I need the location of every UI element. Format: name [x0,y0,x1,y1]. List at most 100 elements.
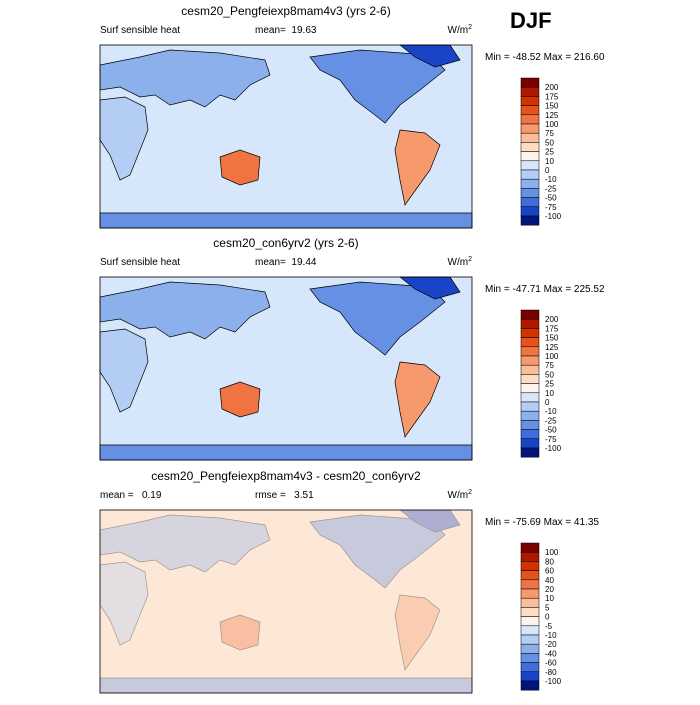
colorbar-label: -25 [545,416,557,425]
colorbar-box [520,653,540,663]
colorbar-box [520,96,540,106]
colorbar-box [520,86,540,97]
colorbar-box [520,383,540,394]
colorbar-label: -10 [545,175,557,184]
colorbar-box [520,401,540,412]
colorbar-label: 150 [545,102,559,111]
colorbar-label: -60 [545,659,557,668]
colorbar-label: -100 [545,444,562,453]
units: W/m2 [448,24,473,36]
colorbar-label: -25 [545,184,557,193]
colorbar-box [520,579,540,590]
colorbar-box [520,123,540,134]
colorbar-label: 40 [545,576,554,585]
colorbar-label: -50 [545,194,557,203]
colorbar-box [520,318,540,329]
colorbar-label: 50 [545,370,554,379]
colorbar-label: 100 [545,548,559,557]
colorbar-box [520,160,540,171]
colorbar-box [520,309,540,320]
colorbar-label: 200 [545,83,559,92]
colorbar-box [520,374,540,384]
colorbar-box [520,570,540,581]
panel-title: cesm20_con6yrv2 (yrs 2-6) [213,236,358,250]
colorbar-box [520,588,540,599]
colorbar-box [520,142,540,152]
colorbar-label: 25 [545,148,554,157]
colorbar-label: 125 [545,343,559,352]
colorbar-label: 25 [545,380,554,389]
colorbar-label: 200 [545,315,559,324]
colorbar-label: -10 [545,407,557,416]
left-label: Surf sensible heat [100,257,180,268]
colorbar-box [520,438,540,449]
center-label: rmse = 3.51 [255,490,314,501]
colorbar-label: -40 [545,649,557,658]
colorbar-label: 75 [545,129,554,138]
colorbar-label: 0 [545,613,550,622]
colorbar-label: 150 [545,334,559,343]
season-label: DJF [510,8,552,33]
colorbar-label: 10 [545,594,554,603]
colorbar-label: -100 [545,212,562,221]
colorbar-box [520,169,540,180]
panel-title: cesm20_Pengfeiexp8mam4v3 - cesm20_con6yr… [151,469,421,483]
colorbar-label: -20 [545,640,557,649]
colorbar-box [520,151,540,162]
units: W/m2 [448,489,473,501]
min-max: Min = -47.71 Max = 225.52 [485,284,605,295]
colorbar-box [520,77,540,88]
colorbar-box [520,643,540,654]
min-max: Min = -48.52 Max = 216.60 [485,52,605,63]
colorbar-label: 10 [545,389,554,398]
colorbar-box [520,680,540,691]
colorbar-box [520,392,540,403]
colorbar-label: 5 [545,603,550,612]
colorbar-box [520,328,540,338]
colorbar-box [520,197,540,208]
colorbar-label: 80 [545,557,554,566]
colorbar-box [520,178,540,189]
colorbar-box [520,662,540,673]
colorbar-box [520,114,540,125]
center-label: mean= 19.44 [255,257,317,268]
units-exponent: 2 [468,489,472,496]
colorbar-label: 10 [545,157,554,166]
colorbar-label: 100 [545,352,559,361]
colorbar-label: 175 [545,324,559,333]
colorbar-box [520,625,540,636]
colorbar-label: 125 [545,111,559,120]
colorbar-label: -75 [545,203,557,212]
colorbar-box [520,420,540,430]
units-base: W/m [448,490,469,501]
colorbar-box [520,105,540,116]
colorbar-box [520,542,540,553]
colorbar-label: -10 [545,631,557,640]
colorbar-label: 0 [545,398,550,407]
colorbar-box [520,597,540,608]
colorbar-box [520,337,540,348]
colorbar-box [520,132,540,143]
colorbar-label: 175 [545,92,559,101]
colorbar-box [520,215,540,226]
colorbar-label: -5 [545,622,553,631]
units: W/m2 [448,256,473,268]
min-max: Min = -75.69 Max = 41.35 [485,517,599,528]
colorbar-label: 0 [545,166,550,175]
colorbar-label: 100 [545,120,559,129]
colorbar-label: 50 [545,138,554,147]
units-exponent: 2 [468,256,472,263]
units-base: W/m [448,25,469,36]
colorbar-box [520,206,540,217]
colorbar-box [520,355,540,366]
map-frame [99,44,473,229]
colorbar-label: -50 [545,426,557,435]
colorbar-box [520,447,540,458]
colorbar-label: 60 [545,567,554,576]
colorbar-box [520,188,540,198]
colorbar-box [520,561,540,571]
colorbar-label: -100 [545,677,562,686]
colorbar-label: -75 [545,435,557,444]
units-base: W/m [448,257,469,268]
left-label: mean = 0.19 [100,490,162,501]
